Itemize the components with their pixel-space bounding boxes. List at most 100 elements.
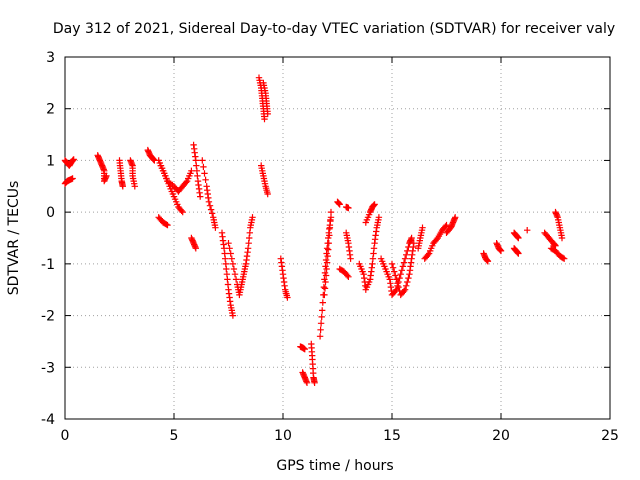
data-point: [325, 240, 332, 247]
axis-ticks: [64, 56, 611, 420]
data-point: [209, 210, 216, 217]
data-point: [515, 250, 522, 257]
data-point: [231, 271, 239, 278]
data-point: [347, 255, 354, 262]
data-point: [324, 252, 331, 260]
data-point: [388, 260, 396, 268]
data-points: [61, 74, 568, 386]
data-point: [230, 265, 238, 273]
data-point: [103, 172, 110, 180]
x-tick-label: 15: [383, 428, 401, 444]
data-point: [408, 234, 415, 242]
data-point: [163, 221, 170, 228]
y-tick-label: -3: [41, 360, 55, 376]
data-point: [321, 285, 329, 292]
x-tick-label: 0: [61, 428, 70, 444]
data-point: [281, 282, 288, 289]
x-tick-label: 20: [492, 428, 510, 444]
data-point: [391, 268, 398, 275]
data-point: [264, 110, 271, 118]
data-point: [326, 224, 334, 231]
data-point: [442, 223, 449, 230]
data-point: [344, 272, 351, 279]
data-point: [182, 179, 190, 186]
data-point: [319, 307, 326, 314]
data-point: [212, 224, 219, 231]
data-point: [317, 320, 325, 327]
data-point: [452, 214, 459, 221]
data-point: [400, 287, 408, 295]
data-point: [403, 251, 410, 258]
data-point: [320, 283, 328, 291]
x-tick-label: 5: [170, 428, 179, 444]
data-point: [410, 240, 417, 247]
data-point: [515, 234, 522, 242]
plot-frame: [64, 56, 611, 420]
data-point: [372, 232, 379, 239]
chart-title: Day 312 of 2021, Sidereal Day-to-day VTE…: [53, 21, 615, 37]
y-tick-label: -2: [41, 309, 55, 325]
data-point: [484, 258, 492, 265]
y-tick-label: 0: [46, 205, 55, 221]
data-point: [514, 249, 521, 256]
data-point: [228, 255, 235, 262]
data-point: [119, 183, 126, 190]
data-point: [393, 276, 400, 283]
data-point: [395, 283, 402, 291]
data-point: [322, 278, 329, 286]
y-axis-label: SDTVAR / TECUs: [6, 181, 22, 296]
data-point: [419, 224, 426, 231]
data-point: [227, 250, 234, 257]
data-point: [397, 271, 404, 278]
data-point: [399, 263, 407, 270]
data-point: [392, 272, 399, 279]
data-point: [70, 156, 77, 163]
data-point: [317, 326, 324, 333]
data-point: [316, 333, 324, 340]
data-point: [199, 157, 206, 164]
data-point: [261, 115, 268, 123]
data-point: [264, 190, 271, 198]
data-point: [389, 264, 397, 271]
x-tick-labels: 0 5 10 15 20 25: [61, 428, 619, 444]
data-point: [408, 255, 415, 262]
data-point: [327, 208, 335, 216]
data-point: [192, 245, 199, 252]
x-axis-label: GPS time / hours: [276, 458, 393, 474]
data-point: [398, 267, 405, 274]
data-point: [325, 246, 332, 253]
data-point: [131, 183, 138, 190]
data-point: [206, 202, 214, 209]
data-point: [200, 163, 207, 171]
data-point: [249, 214, 256, 221]
y-tick-label: 2: [46, 102, 55, 118]
data-point: [229, 312, 237, 319]
data-point: [558, 234, 566, 242]
data-point: [403, 282, 410, 289]
x-tick-label: 25: [601, 428, 619, 444]
data-point: [205, 198, 213, 205]
data-point: [326, 232, 333, 239]
data-point: [524, 227, 531, 234]
data-point: [179, 208, 186, 216]
data-point: [284, 294, 291, 301]
data-point: [323, 259, 331, 266]
data-point: [559, 254, 567, 262]
data-point: [401, 255, 409, 262]
y-tick-label: -4: [41, 412, 55, 428]
data-point: [319, 299, 326, 306]
data-point: [321, 291, 328, 299]
data-point: [327, 216, 334, 224]
data-point: [371, 201, 378, 208]
y-tick-label: 3: [46, 50, 55, 66]
data-point: [561, 255, 568, 262]
data-point: [225, 240, 232, 247]
data-point: [401, 286, 409, 293]
data-point: [375, 214, 383, 221]
data-point: [202, 176, 209, 183]
data-point: [394, 280, 401, 287]
data-point: [229, 260, 237, 268]
data-point: [405, 274, 412, 282]
data-point: [396, 274, 403, 282]
